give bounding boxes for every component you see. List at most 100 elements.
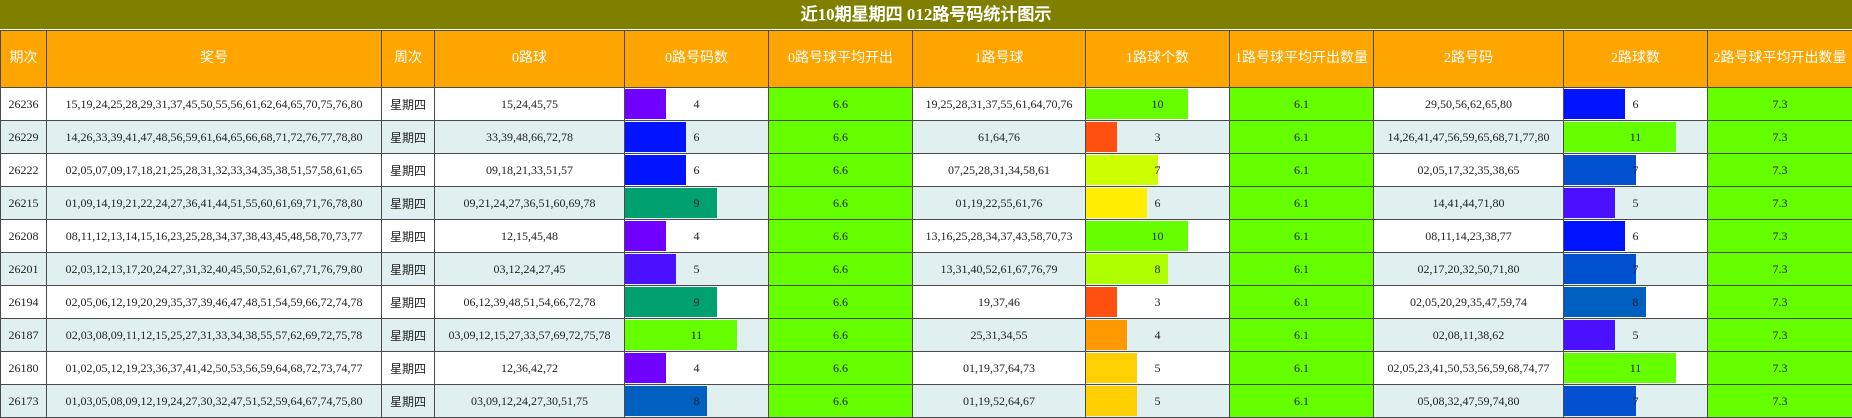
cell-route0-balls: 09,21,24,27,36,51,60,69,78 xyxy=(435,187,625,220)
cell-route0-count-value: 9 xyxy=(694,196,700,210)
header-route1-count: 1路球个数 xyxy=(1086,31,1230,88)
cell-route0-count-value: 9 xyxy=(694,295,700,309)
cell-route0-count-bar xyxy=(625,188,717,218)
cell-route0-count: 8 xyxy=(625,385,769,418)
cell-route1-count: 6 xyxy=(1086,187,1230,220)
cell-route2-avg: 7.3 xyxy=(1708,286,1852,319)
cell-route2-balls: 02,17,20,32,50,71,80 xyxy=(1374,253,1564,286)
cell-route0-balls: 09,18,21,33,51,57 xyxy=(435,154,625,187)
cell-week: 星期四 xyxy=(382,88,435,121)
cell-route0-count-bar xyxy=(625,221,666,251)
cell-route2-balls: 08,11,14,23,38,77 xyxy=(1374,220,1564,253)
cell-route1-count: 3 xyxy=(1086,121,1230,154)
cell-route2-count-bar xyxy=(1564,320,1615,350)
cell-route1-count-value: 4 xyxy=(1155,328,1161,342)
header-row: 期次 奖号 周次 0路球 0路号码数 0路号球平均开出 1路号球 1路球个数 1… xyxy=(1,31,1852,88)
cell-route1-count-value: 6 xyxy=(1155,196,1161,210)
cell-route2-count: 6 xyxy=(1564,220,1708,253)
cell-route2-count: 6 xyxy=(1564,88,1708,121)
cell-period: 26222 xyxy=(1,154,47,187)
cell-period: 26194 xyxy=(1,286,47,319)
cell-route2-count-value: 11 xyxy=(1630,130,1642,144)
cell-route2-count-value: 7 xyxy=(1633,394,1639,408)
cell-route2-avg: 7.3 xyxy=(1708,88,1852,121)
cell-route1-count: 5 xyxy=(1086,385,1230,418)
header-route1-avg: 1路号球平均开出数量 xyxy=(1230,31,1374,88)
cell-route2-count-value: 11 xyxy=(1630,361,1642,375)
cell-route1-count-bar xyxy=(1086,188,1147,218)
cell-route1-avg: 6.1 xyxy=(1230,121,1374,154)
cell-route2-count: 8 xyxy=(1564,286,1708,319)
cell-route1-count-bar xyxy=(1086,287,1117,317)
cell-route1-count-bar xyxy=(1086,89,1188,119)
header-route2-avg: 2路号球平均开出数量 xyxy=(1708,31,1852,88)
cell-route2-avg: 7.3 xyxy=(1708,352,1852,385)
cell-route0-avg: 6.6 xyxy=(769,121,913,154)
cell-route0-avg: 6.6 xyxy=(769,319,913,352)
page-title: 近10期星期四 012路号码统计图示 xyxy=(0,0,1852,30)
cell-numbers: 02,05,07,09,17,18,21,25,28,31,32,33,34,3… xyxy=(47,154,382,187)
cell-route1-count: 10 xyxy=(1086,220,1230,253)
header-route0-balls: 0路球 xyxy=(435,31,625,88)
cell-numbers: 01,02,05,12,19,23,36,37,41,42,50,53,56,5… xyxy=(47,352,382,385)
cell-route1-count: 10 xyxy=(1086,88,1230,121)
cell-route0-avg: 6.6 xyxy=(769,385,913,418)
cell-route0-count: 5 xyxy=(625,253,769,286)
cell-route2-balls: 02,05,20,29,35,47,59,74 xyxy=(1374,286,1564,319)
header-route0-count: 0路号码数 xyxy=(625,31,769,88)
cell-route1-avg: 6.1 xyxy=(1230,319,1374,352)
cell-route1-count-value: 5 xyxy=(1155,361,1161,375)
header-period: 期次 xyxy=(1,31,47,88)
cell-route2-avg: 7.3 xyxy=(1708,220,1852,253)
cell-numbers: 02,03,08,09,11,12,15,25,27,31,33,34,38,5… xyxy=(47,319,382,352)
cell-route1-count-value: 3 xyxy=(1155,130,1161,144)
cell-route1-count-bar xyxy=(1086,122,1117,152)
cell-route0-avg: 6.6 xyxy=(769,88,913,121)
cell-route0-count: 4 xyxy=(625,88,769,121)
cell-numbers: 08,11,12,13,14,15,16,23,25,28,34,37,38,4… xyxy=(47,220,382,253)
cell-route0-balls: 03,09,12,24,27,30,51,75 xyxy=(435,385,625,418)
cell-route1-balls: 25,31,34,55 xyxy=(913,319,1086,352)
cell-route2-count: 11 xyxy=(1564,121,1708,154)
cell-route0-balls: 15,24,45,75 xyxy=(435,88,625,121)
cell-route2-balls: 14,41,44,71,80 xyxy=(1374,187,1564,220)
cell-route0-count: 9 xyxy=(625,286,769,319)
cell-route2-count-value: 7 xyxy=(1633,262,1639,276)
cell-route0-count-value: 8 xyxy=(694,394,700,408)
cell-route1-count-value: 7 xyxy=(1155,163,1161,177)
cell-period: 26201 xyxy=(1,253,47,286)
cell-route2-avg: 7.3 xyxy=(1708,121,1852,154)
cell-route1-balls: 13,16,25,28,34,37,43,58,70,73 xyxy=(913,220,1086,253)
cell-route0-count-bar xyxy=(625,155,686,185)
header-week: 周次 xyxy=(382,31,435,88)
cell-route2-count-bar xyxy=(1564,155,1636,185)
cell-route2-count-bar xyxy=(1564,188,1615,218)
cell-route0-count: 11 xyxy=(625,319,769,352)
cell-route1-count: 7 xyxy=(1086,154,1230,187)
cell-route0-count-value: 5 xyxy=(694,262,700,276)
cell-route1-balls: 07,25,28,31,34,58,61 xyxy=(913,154,1086,187)
cell-route2-avg: 7.3 xyxy=(1708,253,1852,286)
cell-week: 星期四 xyxy=(382,154,435,187)
cell-route1-count-value: 3 xyxy=(1155,295,1161,309)
cell-period: 26229 xyxy=(1,121,47,154)
cell-route1-count-value: 5 xyxy=(1155,394,1161,408)
cell-route1-balls: 01,19,52,64,67 xyxy=(913,385,1086,418)
cell-route0-balls: 06,12,39,48,51,54,66,72,78 xyxy=(435,286,625,319)
cell-period: 26187 xyxy=(1,319,47,352)
cell-route0-count: 9 xyxy=(625,187,769,220)
cell-route0-avg: 6.6 xyxy=(769,220,913,253)
cell-route1-balls: 19,25,28,31,37,55,61,64,70,76 xyxy=(913,88,1086,121)
cell-route1-count: 5 xyxy=(1086,352,1230,385)
cell-route1-balls: 01,19,22,55,61,76 xyxy=(913,187,1086,220)
cell-route2-count-value: 6 xyxy=(1633,97,1639,111)
cell-route0-count-bar xyxy=(625,287,717,317)
cell-route1-count-bar xyxy=(1086,320,1127,350)
cell-period: 26173 xyxy=(1,385,47,418)
cell-route0-avg: 6.6 xyxy=(769,154,913,187)
